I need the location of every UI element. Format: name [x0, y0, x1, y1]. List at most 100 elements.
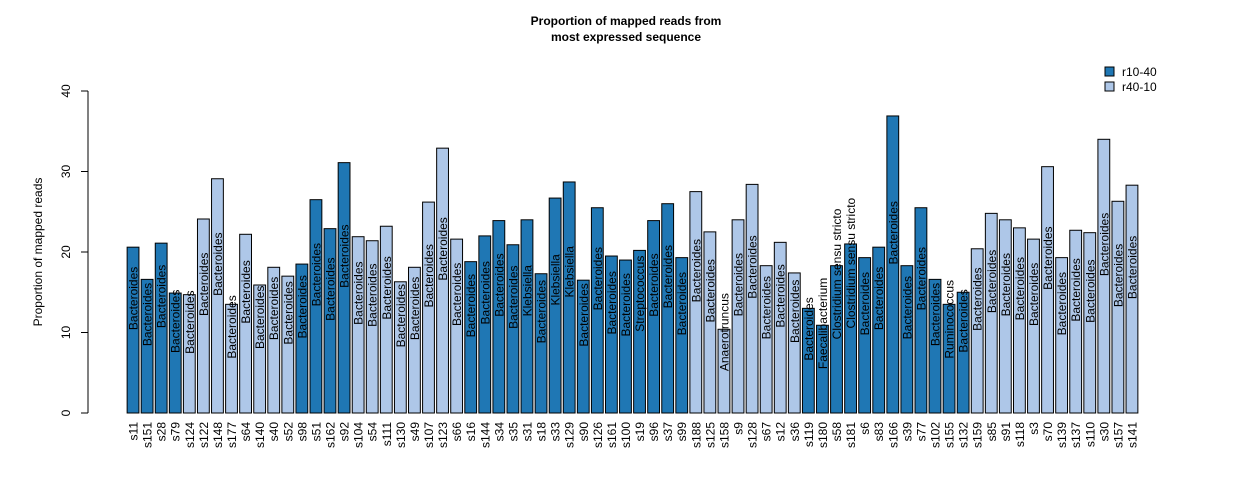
- genus-label: Clostridium sensu stricto: [830, 208, 844, 339]
- x-tick-label: s141: [1125, 422, 1139, 448]
- bar-s166: [886, 115, 900, 414]
- x-tick-label: s123: [436, 422, 450, 448]
- bar-s92: [337, 162, 351, 414]
- x-tick-label: s30: [1097, 422, 1111, 442]
- genus-label: Bacteroides: [450, 263, 464, 326]
- bar-s159: [970, 248, 984, 414]
- x-tick-label: s161: [605, 422, 619, 448]
- x-tick-label: s28: [155, 422, 169, 442]
- genus-label: Bacteroides: [999, 253, 1013, 316]
- genus-label: Bacteroides: [858, 272, 872, 335]
- x-tick-label: s100: [619, 422, 633, 448]
- bar-s96: [647, 220, 661, 414]
- genus-label: Bacteroides: [506, 266, 520, 329]
- genus-label: Bacteroides: [394, 284, 408, 347]
- x-tick-label: s83: [872, 422, 886, 442]
- genus-label: Bacteroides: [1069, 258, 1083, 321]
- bar-s128: [745, 183, 759, 414]
- y-tick-label: 40: [59, 84, 73, 98]
- x-tick-label: s155: [943, 422, 957, 448]
- x-tick-label: s54: [366, 422, 380, 442]
- legend-label: r10-40: [1122, 65, 1157, 79]
- bar-s91: [998, 219, 1012, 414]
- bar-s140: [253, 284, 267, 414]
- bar-s34: [492, 220, 506, 414]
- x-tick-label: s66: [450, 422, 464, 442]
- x-tick-label: s102: [928, 422, 942, 448]
- x-tick-label: s181: [844, 422, 858, 448]
- x-tick-label: s124: [183, 422, 197, 448]
- genus-label: Bacteroides: [211, 232, 225, 295]
- genus-label: Bacteroides: [703, 259, 717, 322]
- x-tick-label: s110: [1083, 422, 1097, 447]
- x-tick-label: s99: [675, 422, 689, 442]
- bar-s6: [858, 257, 872, 414]
- bar-s51: [309, 199, 323, 414]
- genus-label: Bacteroides: [872, 267, 886, 330]
- x-tick-label: s11: [127, 422, 141, 441]
- legend-swatch-r10-40: [1104, 66, 1115, 77]
- genus-label: Bacteroides: [985, 250, 999, 313]
- bar-s30: [1097, 138, 1111, 414]
- genus-label: Bacteroides: [155, 265, 169, 328]
- genus-label: Bacteroides: [689, 239, 703, 302]
- bar-s54: [365, 240, 379, 414]
- bar-s49: [408, 266, 421, 414]
- bar-s33: [548, 197, 562, 414]
- genus-label: Bacteroides: [802, 297, 816, 360]
- x-tick-label: s157: [1111, 422, 1125, 448]
- genus-label: Bacteroides: [577, 283, 591, 346]
- y-tick-label: 10: [59, 326, 73, 340]
- bar-s36: [787, 272, 801, 414]
- x-tick-label: s125: [703, 422, 717, 448]
- x-tick-label: s49: [408, 422, 422, 442]
- genus-label: Bacteroides: [591, 247, 605, 310]
- bar-s141: [1125, 184, 1139, 414]
- x-tick-label: s52: [281, 422, 295, 442]
- genus-label: Bacteroides: [1041, 226, 1055, 289]
- genus-label: Bacteroides: [647, 253, 661, 316]
- y-axis-label: Proportion of mapped reads: [31, 178, 45, 327]
- x-tick-label: s118: [1013, 422, 1027, 447]
- bar-s144: [478, 235, 492, 414]
- bar-s66: [450, 238, 464, 414]
- bar-s35: [506, 244, 520, 414]
- x-tick-label: s158: [717, 422, 731, 448]
- bar-s181: [844, 243, 857, 414]
- bar-s139: [1055, 257, 1069, 414]
- bar-s162: [323, 228, 337, 414]
- genus-label: Klebsiella: [549, 254, 563, 306]
- genus-label: Bacteroides: [788, 280, 802, 343]
- bar-s132: [956, 291, 970, 414]
- x-tick-label: s151: [141, 422, 155, 448]
- x-tick-label: s39: [900, 422, 914, 442]
- x-tick-label: s129: [563, 422, 577, 448]
- x-tick-label: s40: [267, 422, 281, 442]
- genus-label: Bacteroides: [1055, 272, 1069, 335]
- genus-label: Bacteroides: [197, 253, 211, 316]
- genus-label: Bacteroides: [900, 276, 914, 339]
- genus-label: Bacteroides: [422, 244, 436, 307]
- bar-s102: [928, 278, 942, 414]
- genus-label: Bacteroides: [732, 253, 746, 316]
- x-tick-label: s9: [732, 422, 746, 435]
- x-tick-label: s98: [295, 422, 309, 442]
- x-tick-label: s12: [774, 422, 788, 442]
- genus-label: Bacteroides: [239, 260, 253, 323]
- x-tick-label: s18: [535, 422, 549, 442]
- bar-s9: [731, 219, 745, 414]
- genus-label: Ruminococcus: [943, 280, 957, 359]
- bar-s77: [914, 207, 928, 414]
- genus-label: Bacteroides: [619, 273, 633, 336]
- bar-s123: [436, 147, 449, 414]
- genus-label: Bacteroides: [352, 261, 366, 324]
- x-tick-label: s16: [464, 422, 478, 442]
- x-tick-label: s37: [661, 422, 675, 442]
- chart-title-line-1: Proportion of mapped reads from: [531, 14, 722, 28]
- genus-label: Bacteroides: [127, 267, 141, 330]
- x-tick-label: s166: [886, 422, 900, 448]
- genus-label: Bacteroides: [1097, 213, 1111, 276]
- bar-s137: [1069, 229, 1083, 414]
- bar-s3: [1027, 238, 1040, 414]
